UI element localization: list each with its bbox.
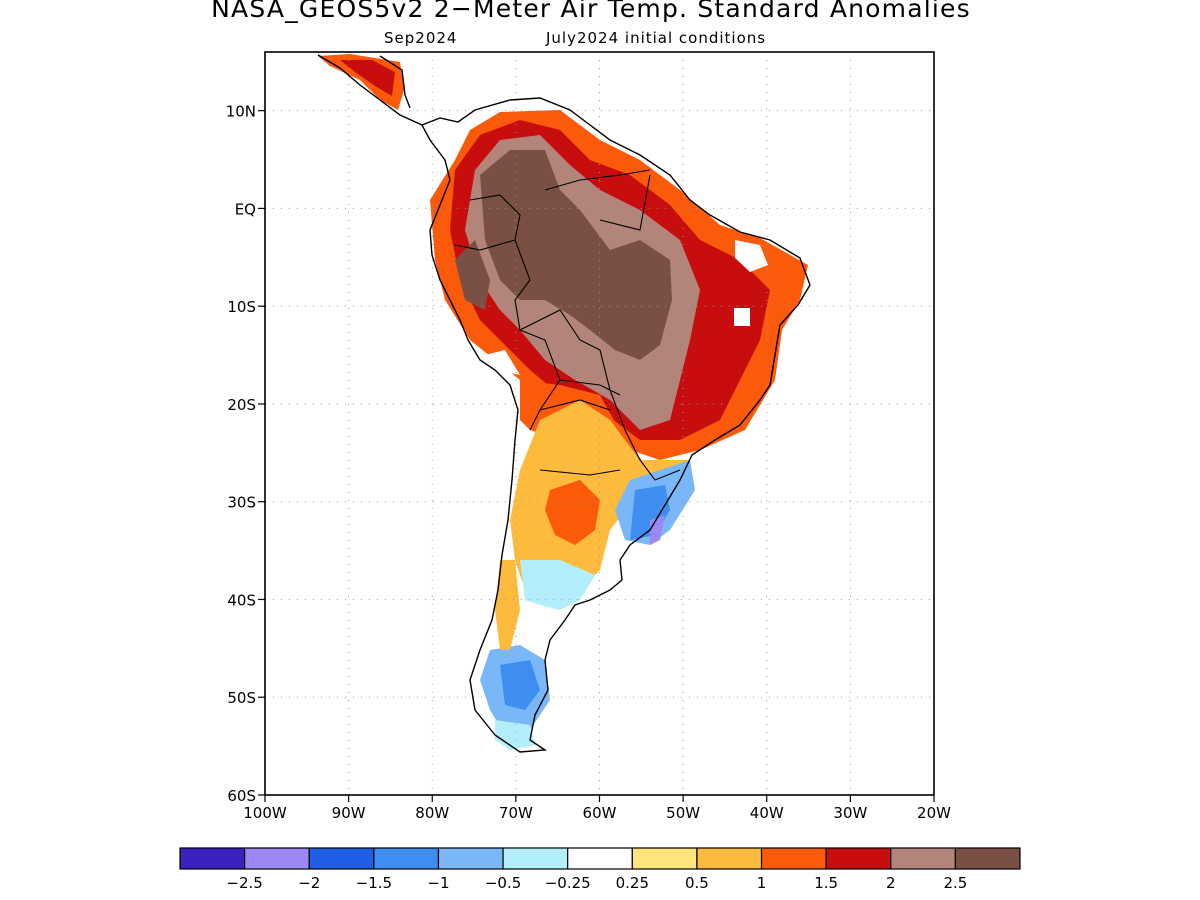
initial-conditions: July2024 initial conditions [546, 29, 767, 47]
colorbar-swatch [373, 847, 440, 870]
colorbar-label: 2.5 [943, 874, 967, 892]
colorbar-swatch [631, 847, 698, 870]
colorbar-label: −2 [298, 874, 320, 892]
colorbar: −2.5 −2 −1.5 −1 −0.5 −0.25 0.25 0.5 1 1.5 2 2.5 [179, 847, 1021, 892]
anomaly-west-white [465, 350, 520, 375]
y-tick-label: 10N [226, 103, 256, 121]
country-borders [454, 169, 681, 481]
south-america-coastline [421, 97, 811, 753]
colorbar-label: −1 [427, 874, 449, 892]
y-tick-label: 10S [227, 298, 256, 316]
colorbar-swatch [760, 847, 827, 870]
y-tick-label: 40S [227, 591, 256, 609]
x-tick-label: 20W [917, 804, 951, 822]
colorbar-swatch [437, 847, 504, 870]
colorbar-label: 0.5 [685, 874, 709, 892]
colorbar-swatch [502, 847, 569, 870]
anomaly-northeast-white [735, 240, 768, 272]
anomaly-north-max-west [455, 240, 490, 310]
colorbar-label: −1.5 [356, 874, 392, 892]
colorbar-label: 2 [886, 874, 896, 892]
colorbar-label: 0.25 [616, 874, 649, 892]
forecast-month: Sep2024 [384, 29, 458, 47]
x-tick-label: 90W [332, 804, 366, 822]
colorbar-label: 1 [757, 874, 767, 892]
colorbar-label: −0.5 [485, 874, 521, 892]
anomaly-north-max [480, 150, 672, 360]
x-tick-label: 100W [243, 804, 287, 822]
coastline [317, 54, 811, 753]
anomaly-southwest-yellow [495, 560, 520, 650]
colorbar-swatch [567, 847, 633, 870]
colorbar-swatch [954, 847, 1021, 870]
x-tick-label: 40W [750, 804, 784, 822]
y-tick-label: 30S [227, 494, 256, 512]
anomaly-central-america-hot [340, 60, 395, 96]
x-tick-label: 50W [666, 804, 700, 822]
anomaly-south-cyan [520, 560, 595, 610]
x-tick-label: 80W [415, 804, 449, 822]
colorbar-swatch [890, 847, 956, 870]
colorbar-label: −2.5 [226, 874, 262, 892]
y-tick-label: 60S [227, 787, 256, 805]
anomaly-field [318, 54, 808, 750]
colorbar-swatch [696, 847, 763, 870]
central-america-north-coast [379, 55, 411, 109]
y-tick-label: 20S [227, 396, 256, 414]
y-tick-label: EQ [235, 200, 256, 218]
x-tick-label: 60W [583, 804, 617, 822]
colorbar-swatch [825, 847, 892, 870]
y-tick-label: 50S [227, 689, 256, 707]
colorbar-swatch [179, 847, 246, 870]
colorbar-swatch [308, 847, 375, 870]
anomaly-mid-orange-core [545, 480, 600, 545]
map-title: NASA_GEOS5v2 2−Meter Air Temp. Standard … [211, 0, 971, 23]
colorbar-label: −0.25 [545, 874, 591, 892]
anomaly-white-cell [734, 308, 750, 326]
map-frame [264, 51, 935, 796]
central-america-coastline [317, 54, 423, 126]
x-tick-label: 70W [499, 804, 533, 822]
colorbar-swatch [244, 847, 310, 870]
colorbar-label: 1.5 [814, 874, 838, 892]
x-tick-label: 30W [833, 804, 867, 822]
